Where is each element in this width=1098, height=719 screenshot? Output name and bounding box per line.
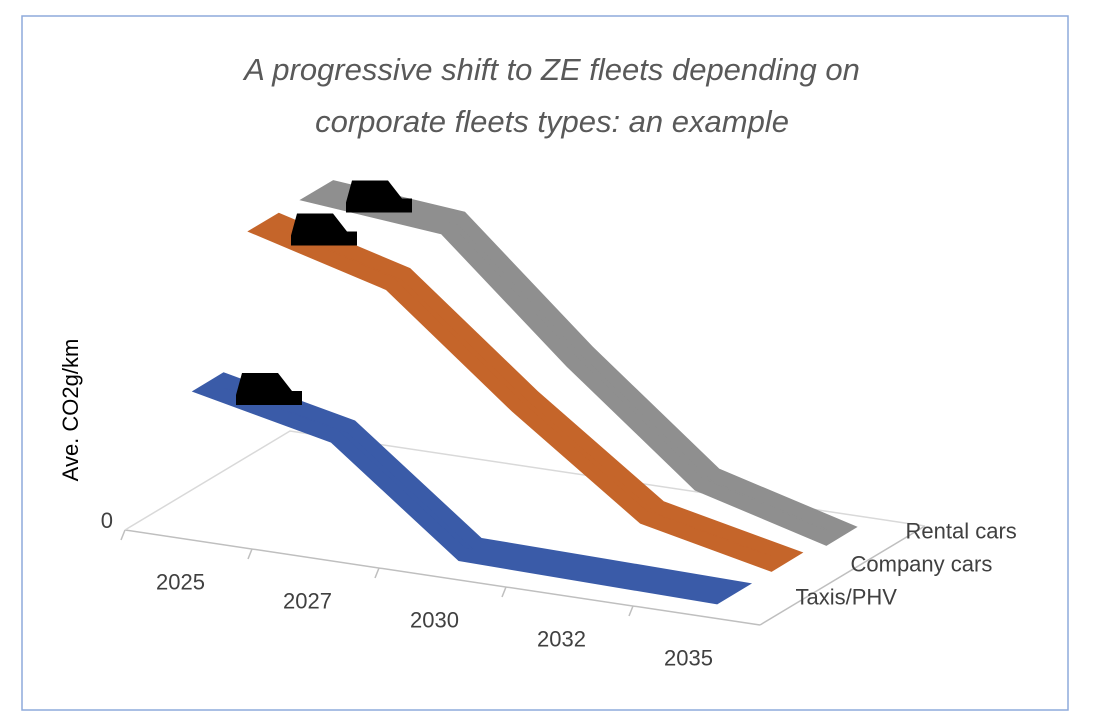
series-label: Company cars xyxy=(851,551,993,576)
x-tick xyxy=(501,586,507,598)
series-label: Rental cars xyxy=(906,518,1017,543)
series-label: Taxis/PHV xyxy=(796,584,898,609)
series-ribbon xyxy=(247,212,804,572)
frame xyxy=(21,15,1069,711)
chart-title: corporate fleets types: an example xyxy=(315,104,789,139)
y-tick-label: 0 xyxy=(101,508,113,533)
car-icon xyxy=(236,373,302,405)
x-tick xyxy=(120,529,126,541)
x-tick-label: 2035 xyxy=(664,645,713,670)
car-icon xyxy=(346,180,412,213)
x-tick-label: 2032 xyxy=(537,626,586,651)
car-icon xyxy=(291,213,357,246)
y-axis-label: Ave. CO2g/km xyxy=(58,339,83,482)
x-tick-label: 2027 xyxy=(283,588,332,613)
x-tick xyxy=(628,605,634,617)
x-tick-label: 2025 xyxy=(156,569,205,594)
series-ribbon xyxy=(191,372,753,605)
x-tick xyxy=(247,548,253,560)
x-tick-label: 2030 xyxy=(410,607,459,632)
series-ribbon xyxy=(299,180,858,546)
chart-title: A progressive shift to ZE fleets dependi… xyxy=(242,52,860,87)
floor-edge xyxy=(124,529,761,626)
x-tick xyxy=(374,567,380,579)
floor-edge xyxy=(759,525,926,626)
